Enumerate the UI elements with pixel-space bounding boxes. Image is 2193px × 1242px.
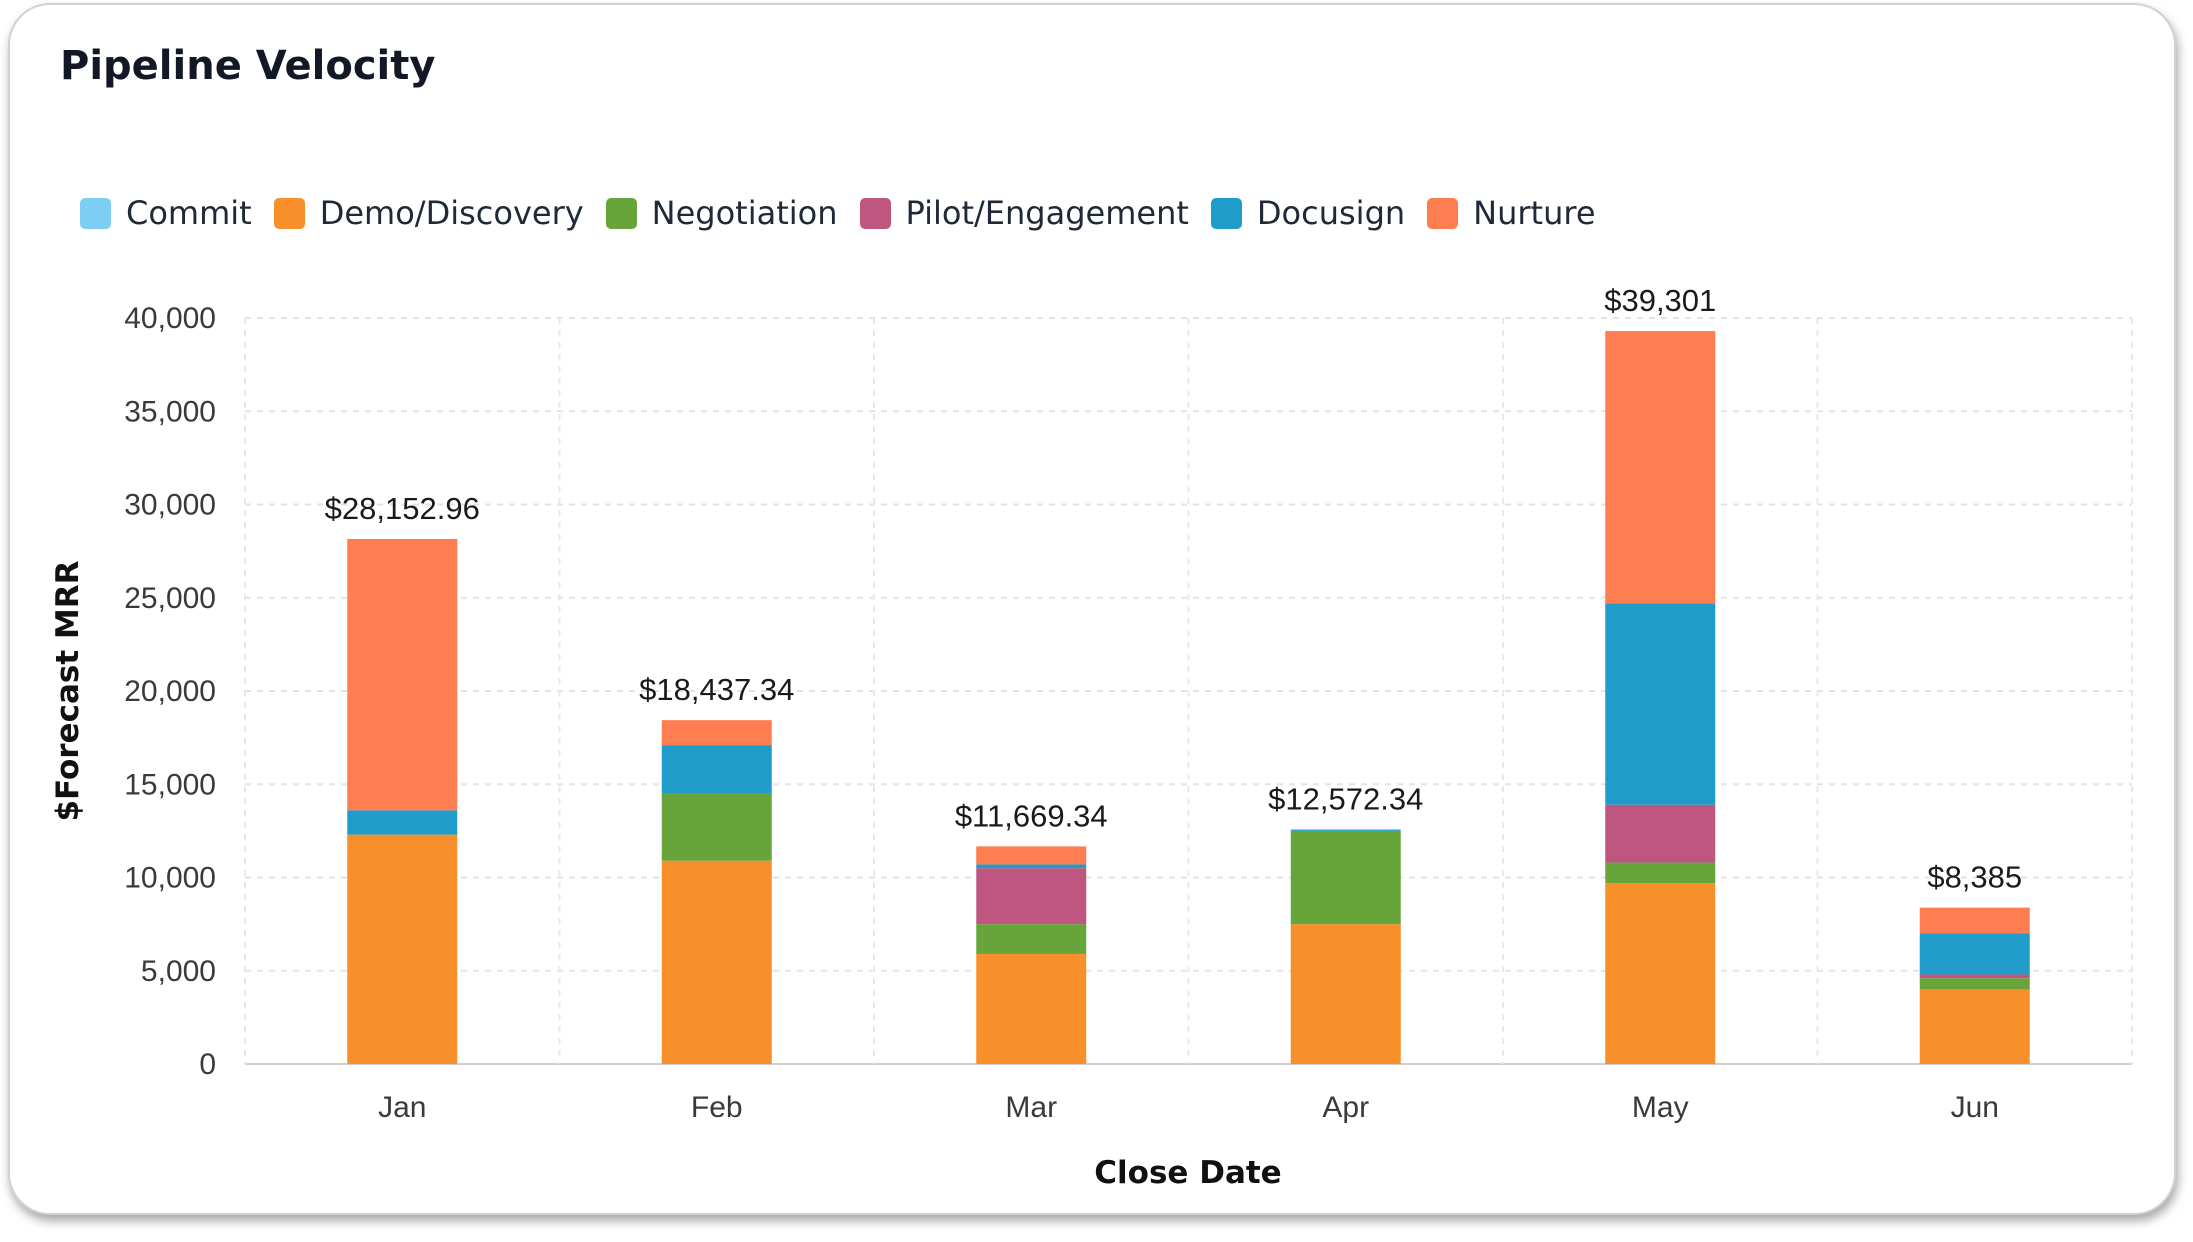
bar-segment[interactable] — [347, 538, 458, 811]
bar-segment[interactable] — [1605, 804, 1716, 863]
bar-segment[interactable] — [1605, 331, 1716, 604]
y-tick-label: 30,000 — [124, 489, 216, 522]
legend-swatch — [1427, 197, 1459, 229]
legend-swatch — [80, 197, 111, 229]
y-tick-label: 40,000 — [124, 302, 216, 335]
bar-segment[interactable] — [1605, 603, 1716, 805]
bar-segment[interactable] — [661, 720, 772, 746]
bar-segment[interactable] — [347, 810, 458, 835]
bar-segment[interactable] — [976, 924, 1087, 954]
bar-segment[interactable] — [976, 846, 1087, 865]
y-tick-label: 5,000 — [141, 955, 216, 988]
chart-legend: Commit Demo/Discovery Negotiation Pilot/Eng… — [80, 191, 1618, 235]
bar-segment[interactable] — [976, 868, 1087, 925]
x-tick-label: May — [1632, 1091, 1689, 1124]
legend-label: Pilot/Engagement — [905, 194, 1189, 232]
legend-label: Negotiation — [651, 194, 838, 232]
bar-segment[interactable] — [1919, 989, 2030, 1064]
legend-item[interactable]: Negotiation — [605, 194, 838, 232]
x-tick-label: Apr — [1322, 1091, 1369, 1124]
legend-label: Commit — [126, 194, 252, 232]
x-tick-label: Mar — [1005, 1091, 1057, 1124]
bar-total-label: $8,385 — [1927, 860, 2022, 895]
x-tick-label: Jan — [378, 1091, 426, 1124]
bar-total-label: $12,572.34 — [1268, 782, 1423, 817]
bar-segment[interactable] — [976, 864, 1087, 869]
bar-segment[interactable] — [661, 745, 772, 794]
legend-item[interactable]: Demo/Discovery — [273, 194, 584, 232]
y-tick-label: 25,000 — [124, 582, 216, 615]
legend-item[interactable]: Pilot/Engagement — [859, 194, 1189, 232]
bar-segment[interactable] — [1290, 830, 1401, 925]
y-tick-label: 35,000 — [124, 395, 216, 428]
y-tick-label: 10,000 — [124, 862, 216, 895]
legend-label: Demo/Discovery — [319, 194, 584, 232]
legend-swatch — [273, 197, 305, 229]
legend-swatch — [605, 197, 637, 229]
legend-swatch — [859, 197, 891, 229]
legend-item[interactable]: Docusign — [1210, 194, 1406, 232]
x-axis-title: Close Date — [1094, 1155, 1281, 1191]
bar-segment[interactable] — [661, 793, 772, 861]
bar-total-label: $39,301 — [1604, 283, 1716, 318]
bar-segment[interactable] — [976, 953, 1087, 1064]
bar-segment[interactable] — [347, 834, 458, 1064]
bar-segment[interactable] — [1605, 883, 1716, 1064]
legend-label: Nurture — [1473, 194, 1596, 232]
x-tick-label: Feb — [691, 1091, 743, 1124]
x-tick-label: Jun — [1951, 1091, 1999, 1124]
y-tick-label: 15,000 — [124, 768, 216, 801]
legend-item[interactable]: Nurture — [1427, 194, 1596, 232]
bar-segment[interactable] — [1919, 978, 2030, 990]
legend-item[interactable]: Commit — [80, 194, 252, 232]
bar-segment[interactable] — [1919, 907, 2030, 934]
bar-segment[interactable] — [1919, 933, 2030, 975]
y-tick-label: 20,000 — [124, 675, 216, 708]
bar-total-label: $28,152.96 — [325, 491, 480, 526]
card-title: Pipeline Velocity — [60, 43, 436, 89]
bar-total-label: $18,437.34 — [639, 672, 794, 707]
bar-segment[interactable] — [661, 860, 772, 1064]
legend-swatch — [1210, 197, 1242, 229]
bar-segment[interactable] — [1290, 924, 1401, 1064]
y-tick-label: 0 — [199, 1048, 216, 1081]
bar-segment[interactable] — [1605, 862, 1716, 884]
bar-segment[interactable] — [1290, 829, 1401, 831]
bar-segment[interactable] — [1919, 974, 2030, 979]
bar-total-label: $11,669.34 — [955, 798, 1108, 833]
y-axis-title: $Forecast MRR — [50, 560, 86, 821]
legend-label: Docusign — [1256, 194, 1406, 232]
